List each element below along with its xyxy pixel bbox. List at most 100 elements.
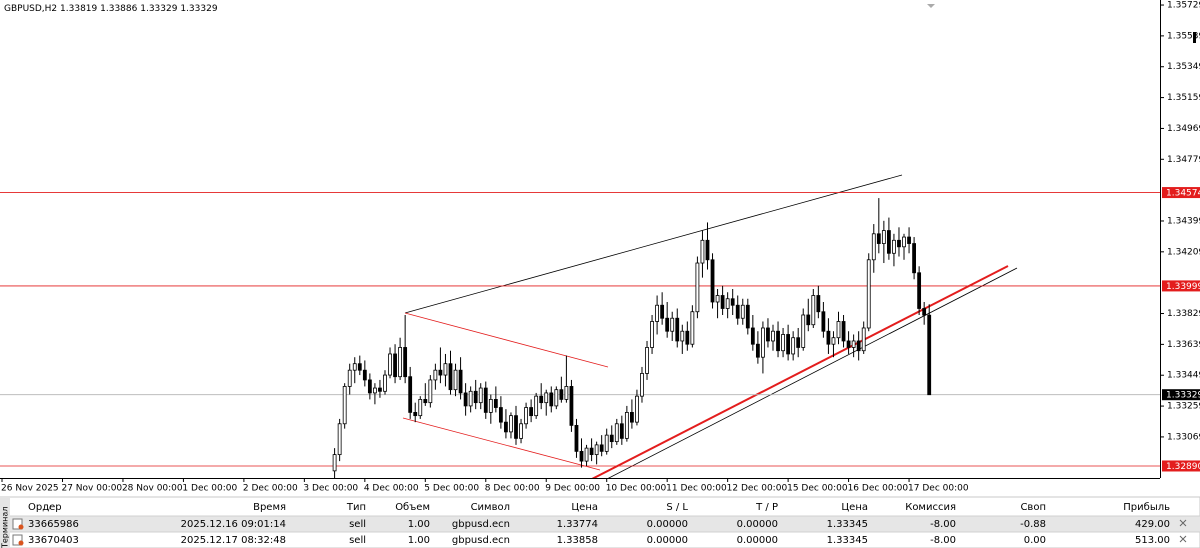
x-tick-label: 5 Dec 00:00	[424, 484, 479, 494]
x-tick-label: 2 Dec 00:00	[243, 484, 298, 494]
candle-body	[398, 347, 403, 378]
candle-body	[584, 447, 589, 462]
y-tick-label: 1.33829	[1167, 309, 1200, 319]
candle-body	[907, 236, 911, 244]
table-cell: 33670403	[28, 535, 79, 546]
candle-body	[599, 444, 604, 452]
column-header[interactable]: Своп	[1020, 502, 1046, 513]
candle-body	[771, 330, 775, 342]
candle-body	[735, 304, 740, 319]
candle-body	[871, 233, 876, 261]
column-header[interactable]: Цена	[841, 502, 868, 513]
candle-body	[801, 314, 806, 348]
x-tick-label: 26 Nov 2025	[1, 484, 59, 494]
candle-body	[897, 239, 901, 248]
column-header[interactable]: Символ	[471, 502, 510, 513]
column-header[interactable]: T / P	[755, 502, 778, 513]
table-cell: 1.00	[408, 519, 430, 530]
candle-body	[660, 304, 665, 319]
candle-body	[750, 327, 755, 345]
candle-body	[685, 330, 690, 345]
candle-body	[554, 389, 559, 407]
candle-body	[488, 399, 493, 413]
x-tick-label: 8 Dec 00:00	[485, 484, 540, 494]
candle-body	[635, 395, 639, 423]
candle-body	[378, 387, 382, 392]
x-tick-label: 17 Dec 00:00	[908, 484, 969, 494]
candle-body	[806, 314, 811, 326]
candle-body	[408, 376, 413, 413]
candle-body	[337, 423, 342, 456]
candle-body	[902, 236, 906, 248]
column-header[interactable]: Прибыль	[1123, 502, 1170, 513]
candle-body	[448, 363, 453, 391]
table-cell: -8.00	[930, 519, 956, 530]
x-tick-label: 12 Dec 00:00	[727, 484, 788, 494]
x-tick-label: 10 Dec 00:00	[606, 484, 667, 494]
candle-body	[614, 423, 619, 443]
candle-body	[569, 386, 574, 426]
close-button[interactable]	[1179, 519, 1187, 543]
x-tick-label: 27 Nov 00:00	[61, 484, 122, 494]
candle-body	[383, 374, 387, 392]
candle-body	[423, 399, 428, 404]
y-tick-label: 1.33259	[1167, 402, 1200, 412]
x-tick-label: 1 Dec 00:00	[182, 484, 237, 494]
price-level-label: 1.33999	[1166, 282, 1200, 292]
trend-line	[402, 417, 601, 471]
candle-body	[745, 304, 750, 329]
table-cell: 0.00000	[647, 519, 688, 530]
column-header[interactable]: Комиссия	[905, 502, 956, 513]
candle-body	[544, 392, 549, 404]
table-cell: 1.33345	[827, 535, 868, 546]
column-header[interactable]: Ордер	[28, 502, 62, 513]
ohlc-low: 1.33329	[140, 4, 177, 14]
candle-body	[514, 415, 518, 439]
column-header[interactable]: S / L	[666, 502, 688, 513]
candle-body	[740, 304, 745, 319]
candle-body	[493, 399, 498, 408]
x-tick-label: 4 Dec 00:00	[364, 484, 419, 494]
symbol: GBPUSD,H2	[4, 4, 57, 14]
candle-body	[866, 259, 871, 329]
table-cell: 1.33345	[827, 519, 868, 530]
candle-body	[549, 392, 554, 407]
candle-body	[332, 454, 337, 472]
candle-body	[690, 311, 695, 345]
candle-body	[468, 390, 473, 407]
candle-body	[715, 295, 720, 303]
candle-body	[559, 389, 564, 400]
y-tick-label: 1.33639	[1167, 340, 1200, 350]
candle-body	[886, 230, 891, 254]
price-level-tag	[1162, 389, 1200, 401]
candle-body	[428, 379, 433, 404]
candle-body	[766, 327, 770, 342]
column-header[interactable]: Время	[253, 502, 286, 513]
column-header[interactable]: Тип	[346, 502, 366, 513]
candle-body	[534, 395, 539, 417]
candle-body	[524, 407, 528, 425]
terminal-tab-label[interactable]: Терминал	[1, 507, 10, 548]
column-header[interactable]: Объем	[395, 502, 430, 513]
candle-body	[433, 369, 438, 381]
candle-body	[539, 395, 544, 404]
y-tick-label: 1.34209	[1167, 247, 1200, 257]
candle-body	[786, 334, 791, 355]
candle-body	[912, 243, 916, 274]
candle-body	[342, 386, 347, 425]
trend-line	[404, 312, 609, 368]
candle-body	[761, 327, 765, 358]
candle-body	[458, 369, 463, 394]
candle-body	[670, 317, 675, 332]
table-cell: -8.00	[930, 535, 956, 546]
column-header[interactable]: Цена	[571, 502, 598, 513]
candle-body	[720, 295, 725, 309]
selected-row	[10, 516, 1200, 532]
side-tab	[0, 497, 10, 548]
table-cell: -0.88	[1020, 519, 1046, 530]
candle-body	[781, 334, 785, 352]
y-tick-label: 1.34969	[1167, 124, 1200, 134]
y-tick-label: 1.35159	[1167, 93, 1200, 103]
